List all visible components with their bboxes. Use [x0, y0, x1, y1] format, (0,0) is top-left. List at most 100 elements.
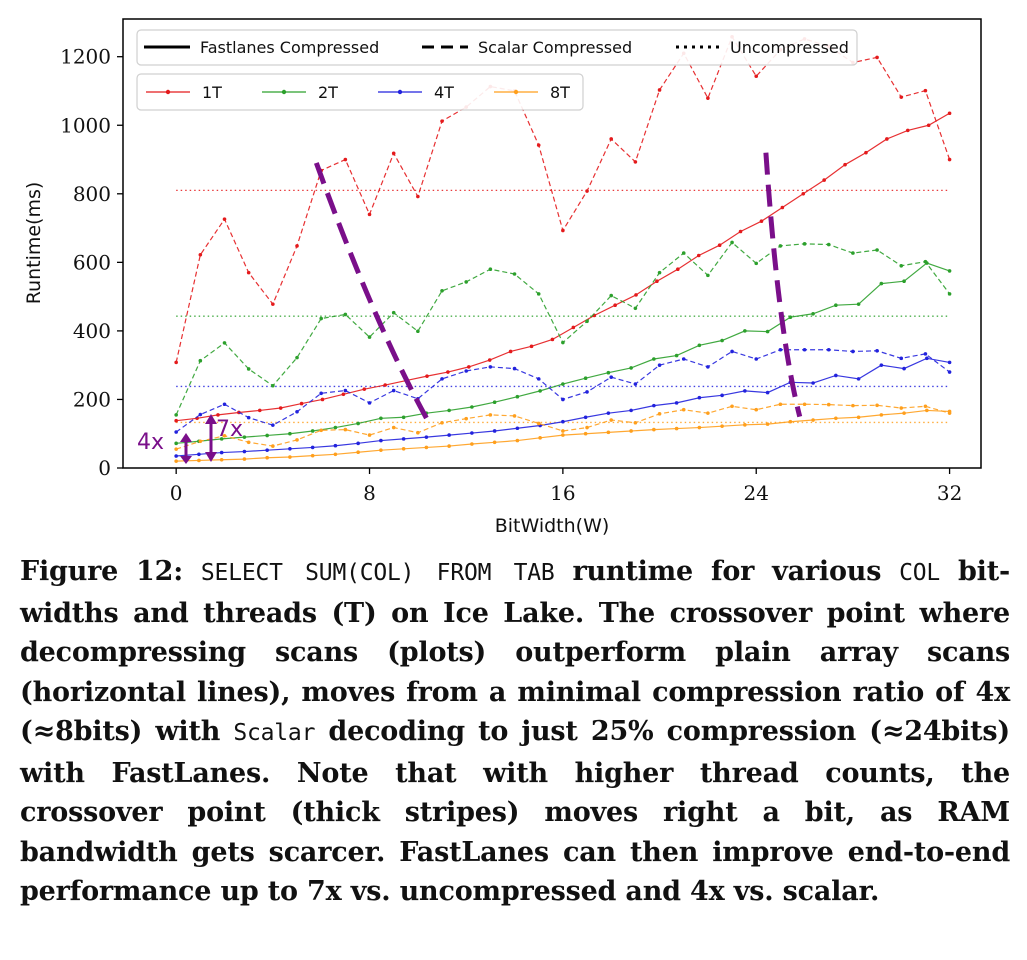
scalar-2T-point: [585, 319, 589, 324]
fastlanes-2T-point: [674, 353, 679, 358]
crossover-stripe-scalar: [313, 162, 430, 422]
thread-legend-label-1T: 1T: [202, 83, 222, 102]
fastlanes-2T-point: [947, 269, 952, 273]
style-legend-scalar: Scalar Compressed: [478, 38, 632, 57]
scalar-2T-point: [947, 292, 952, 296]
x-tick-label: 8: [363, 481, 376, 505]
fastlanes-8T-point: [925, 408, 929, 413]
scalar-8T-point: [561, 429, 565, 433]
scalar-2T-point: [536, 292, 541, 296]
fastlanes-4T-point: [379, 438, 383, 443]
scalar-4T-point: [899, 356, 904, 361]
scalar-8T-point: [271, 444, 275, 448]
fastlanes-1T-point: [738, 229, 743, 234]
crossover-stripe-fastlanes: [763, 152, 803, 418]
caption-part3: bit-widths and threads (T) on Ice Lake. …: [20, 556, 1010, 747]
fastlanes-8T-point: [652, 427, 656, 432]
scalar-2T-point: [512, 272, 517, 276]
fastlanes-1T-point: [383, 383, 388, 387]
scalar-1T-point: [947, 157, 952, 162]
fastlanes-8T-point: [947, 409, 952, 414]
scalar-2T-point: [561, 340, 565, 345]
fastlanes-4T-point: [925, 356, 929, 361]
scalar-4T-point: [657, 363, 662, 367]
fastlanes-2T-point: [333, 425, 338, 430]
fastlanes-2T-point: [470, 405, 474, 409]
scalar-2T-point: [609, 293, 614, 298]
scalar-8T-point: [681, 407, 686, 412]
fastlanes-4T-point: [265, 448, 269, 452]
fastlanes-2T-point: [720, 338, 724, 343]
thread-legend-marker-2T: [281, 89, 287, 95]
style-legend-uncompressed: Uncompressed: [730, 38, 849, 57]
y-tick-label: 1000: [60, 113, 111, 137]
scalar-8T-point: [923, 404, 928, 409]
fastlanes-8T-point: [379, 448, 383, 452]
scalar-1T-point: [633, 160, 638, 164]
fastlanes-1T-point: [864, 150, 868, 155]
scalar-8T-point: [633, 420, 638, 425]
fastlanes-1T-point: [634, 293, 638, 297]
x-axis-label: BitWidth(W): [495, 515, 610, 537]
fastlanes-8T-point: [606, 430, 611, 435]
scalar-1T-point: [585, 189, 589, 193]
fastlanes-1T-point: [446, 370, 450, 374]
fastlanes-4T-point: [401, 437, 406, 441]
scalar-1T-point: [246, 270, 251, 275]
thread-legend-marker-1T: [165, 89, 171, 95]
fastlanes-2T-point: [652, 357, 656, 361]
scalar-2T-point: [899, 263, 904, 268]
fastlanes-2T-point: [447, 408, 451, 413]
scalar-2T-point: [464, 280, 469, 284]
scalar-4T-point: [295, 409, 299, 414]
fastlanes-8T-point: [401, 447, 406, 451]
fastlanes-8T-point: [424, 445, 429, 450]
caption-code-scalar: Scalar: [233, 720, 316, 746]
fastlanes-1T-point: [905, 128, 910, 133]
scalar-8T-point: [536, 421, 541, 426]
caption-part4: decoding to just 25% compression (≈24bit…: [20, 716, 1010, 907]
scalar-8T-point: [730, 404, 734, 409]
fastlanes-4T-point: [856, 377, 861, 381]
fastlanes-1T-point: [926, 123, 931, 128]
scalar-4T-point: [947, 370, 952, 374]
thread-legend-label-2T: 2T: [318, 83, 338, 102]
scalar-4T-point: [464, 369, 469, 373]
scalar-1T-point: [440, 119, 444, 123]
fastlanes-8T-point: [834, 416, 838, 421]
y-tick-label: 1200: [60, 45, 111, 69]
scalar-4T-point: [222, 402, 227, 407]
fastlanes-2T-point: [265, 433, 269, 438]
scalar-4T-point: [585, 390, 589, 394]
fastlanes-8T-point: [333, 452, 338, 457]
fastlanes-4T-point: [765, 390, 770, 395]
fastlanes-8T-point: [743, 423, 747, 427]
fastlanes-2T-point: [743, 329, 747, 333]
x-tick-label: 0: [170, 481, 183, 505]
fastlanes-2T-point: [902, 279, 906, 284]
scalar-1T-point: [416, 194, 420, 199]
scalar-8T-point: [875, 403, 879, 408]
fastlanes-2T-point: [583, 376, 588, 381]
fastlanes-1T-point: [174, 418, 178, 423]
scalar-2T-point: [488, 267, 493, 272]
scalar-1T-point: [609, 137, 614, 141]
fastlanes-1T-point: [801, 192, 806, 196]
x-tick-label: 24: [744, 481, 769, 505]
caption-code-col: COL: [899, 560, 941, 586]
fastlanes-2T-point: [788, 315, 793, 319]
fastlanes-4T-point: [424, 435, 429, 439]
scalar-2T-point: [440, 288, 444, 293]
scalar-8T-point: [706, 411, 710, 415]
scalar-1T-point: [391, 151, 396, 156]
scalar-4T-point: [826, 347, 831, 352]
scalar-1T-point: [657, 88, 662, 92]
fastlanes-4T-point: [515, 426, 520, 431]
scalar-4T-point: [512, 366, 517, 371]
thread-legend-marker-4T: [397, 89, 403, 95]
scalar-8T-point: [802, 402, 807, 407]
fastlanes-1T-point: [216, 413, 220, 417]
fastlanes-1T-point: [759, 219, 764, 224]
scalar-4T-point: [609, 375, 614, 379]
fastlanes-4T-point: [743, 389, 747, 393]
